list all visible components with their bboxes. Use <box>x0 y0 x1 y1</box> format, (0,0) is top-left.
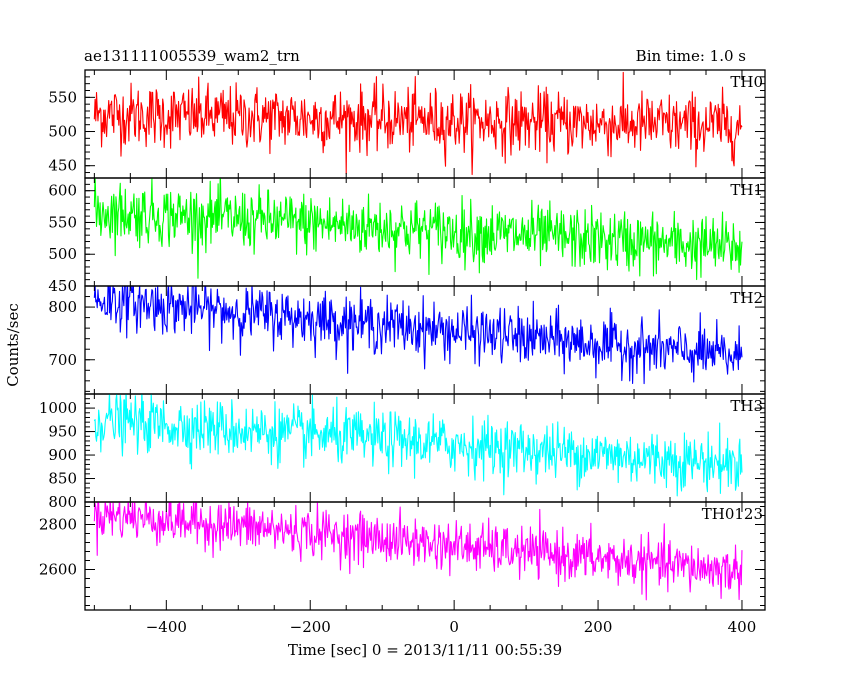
y-tick-label: 1000 <box>39 399 77 417</box>
panel-label-th3: TH3 <box>730 397 763 415</box>
panel-label-th2: TH2 <box>730 289 763 307</box>
x-tick-label: −200 <box>290 618 331 636</box>
chart-title-left: ae131111005539_wam2_trn <box>84 47 300 65</box>
series-line-th3 <box>93 394 743 497</box>
x-axis: −400 −200 0 200 400 <box>146 618 757 636</box>
x-tick-label: 0 <box>449 618 459 636</box>
panel-frame-th0123 <box>84 501 766 611</box>
panel-label-th1: TH1 <box>730 181 763 199</box>
series-line-th0123 <box>93 502 743 601</box>
panel-th0: 450 500 550 TH0 <box>48 69 766 179</box>
y-tick-label: 500 <box>48 245 77 263</box>
panel-label-th0123: TH0123 <box>702 505 763 523</box>
y-tick-label: 700 <box>48 351 77 369</box>
series-line-th2 <box>93 286 743 385</box>
panel-label-th0: TH0 <box>730 73 763 91</box>
y-tick-label: 800 <box>48 493 77 511</box>
y-tick-label: 2600 <box>39 561 77 579</box>
x-tick-label: 400 <box>728 618 757 636</box>
y-tick-label: 550 <box>48 88 77 106</box>
panel-th3: 800 850 900 950 1000 TH3 <box>39 393 766 511</box>
x-tick-label: 200 <box>584 618 613 636</box>
y-tick-label: 900 <box>48 446 77 464</box>
y-tick-label: 2800 <box>39 516 77 534</box>
y-tick-label: 600 <box>48 182 77 200</box>
chart-title-right: Bin time: 1.0 s <box>636 47 746 65</box>
x-tick-label: −400 <box>146 618 187 636</box>
y-tick-label: 550 <box>48 213 77 231</box>
y-tick-label: 950 <box>48 423 77 441</box>
series-line-th1 <box>93 178 743 281</box>
y-tick-label: 850 <box>48 470 77 488</box>
y-tick-label: 800 <box>48 298 77 316</box>
y-tick-label: 450 <box>48 157 77 175</box>
panel-th2: 700 800 TH2 <box>48 285 766 395</box>
panel-th0123: 2600 2800 TH0123 <box>39 501 766 611</box>
y-axis-label: Counts/sec <box>4 303 22 387</box>
y-tick-label: 450 <box>48 277 77 295</box>
panel-th1: 450 500 550 600 TH1 <box>48 177 766 295</box>
y-tick-label: 500 <box>48 123 77 141</box>
x-axis-label: Time [sec] 0 = 2013/11/11 00:55:39 <box>288 641 562 659</box>
series-line-th0 <box>93 71 743 176</box>
